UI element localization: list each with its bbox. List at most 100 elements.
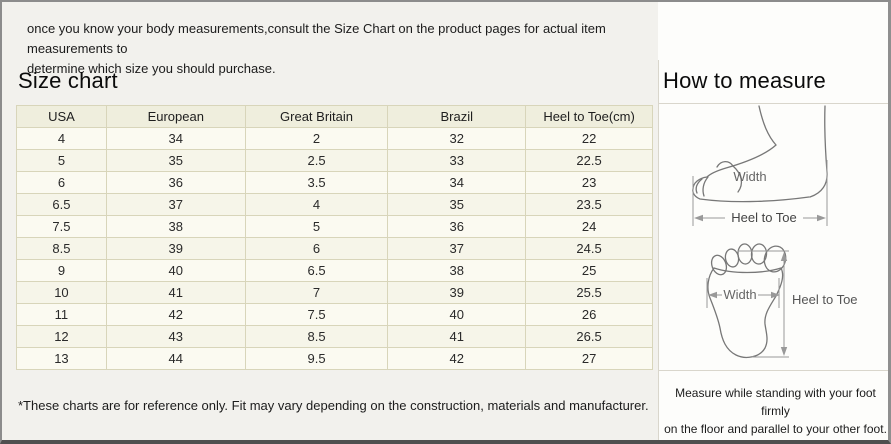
instruction-line: on the floor and parallel to your other …	[664, 422, 887, 436]
table-cell: 12	[16, 325, 107, 348]
table-cell: 23	[525, 171, 653, 194]
table-cell: 6	[16, 171, 107, 194]
table-cell: 37	[387, 237, 527, 260]
sole-width-label: Width	[723, 287, 756, 302]
table-row: 6 36 3.5 34 23	[16, 171, 653, 194]
table-cell: 2	[244, 127, 389, 150]
intro-line: once you know your body measurements,con…	[27, 21, 606, 57]
foot-sole-view-diagram: Width Heel to Toe	[706, 243, 858, 359]
table-row: 13 44 9.5 42 27	[16, 347, 653, 370]
side-width-label: Width	[733, 169, 766, 184]
table-cell: 3.5	[244, 171, 389, 194]
table-row: 10 41 7 39 25.5	[16, 281, 653, 304]
column-header: Brazil	[387, 105, 527, 128]
table-cell: 4	[244, 193, 389, 216]
instruction-line: Measure while standing with your foot fi…	[675, 386, 876, 418]
table-cell: 39	[105, 237, 246, 260]
reference-footnote: *These charts are for reference only. Fi…	[18, 398, 649, 413]
table-cell: 6.5	[16, 193, 107, 216]
table-cell: 35	[387, 193, 527, 216]
table-cell: 7.5	[244, 303, 389, 326]
table-cell: 13	[16, 347, 107, 370]
table-cell: 22.5	[525, 149, 653, 172]
table-cell: 44	[105, 347, 246, 370]
table-cell: 8.5	[244, 325, 389, 348]
table-cell: 24	[525, 215, 653, 238]
table-cell: 26.5	[525, 325, 653, 348]
table-cell: 38	[387, 259, 527, 282]
table-cell: 27	[525, 347, 653, 370]
table-cell: 41	[387, 325, 527, 348]
table-cell: 37	[105, 193, 246, 216]
table-cell: 35	[105, 149, 246, 172]
table-cell: 6	[244, 237, 389, 260]
table-cell: 25.5	[525, 281, 653, 304]
table-cell: 5	[16, 149, 107, 172]
column-header: Heel to Toe(cm)	[525, 105, 653, 128]
table-cell: 38	[105, 215, 246, 238]
table-cell: 34	[387, 171, 527, 194]
sole-dimension-lines	[706, 250, 789, 358]
intro-line: determine which size you should purchase…	[27, 61, 276, 77]
table-cell: 7.5	[16, 215, 107, 238]
section-divider-vertical	[658, 60, 659, 440]
table-cell: 8.5	[16, 237, 107, 260]
table-cell: 40	[105, 259, 246, 282]
arrowhead-right	[817, 214, 826, 222]
table-cell: 43	[105, 325, 246, 348]
table-cell: 4	[16, 127, 107, 150]
table-cell: 5	[244, 215, 389, 238]
column-header: Great Britain	[244, 105, 389, 128]
table-cell: 32	[387, 127, 527, 150]
table-cell: 36	[387, 215, 527, 238]
table-cell: 10	[16, 281, 107, 304]
table-row: 6.5 37 4 35 23.5	[16, 193, 653, 216]
vertical-arrowhead-top	[780, 252, 788, 261]
table-row: 8.5 39 6 37 24.5	[16, 237, 653, 260]
table-cell: 25	[525, 259, 653, 282]
intro-text: once you know your body measurements,con…	[27, 19, 667, 79]
measure-header-divider	[659, 103, 888, 104]
table-cell: 24.5	[525, 237, 653, 260]
table-cell: 2.5	[244, 149, 389, 172]
how-to-measure-title: How to measure	[663, 68, 826, 93]
size-chart-title: Size chart	[18, 68, 118, 93]
width-arrowhead-right	[771, 291, 780, 299]
table-cell: 41	[105, 281, 246, 304]
foot-side-view-diagram: Width Heel to Toe	[692, 105, 828, 226]
size-table: USA European Great Britain Brazil Heel to To…	[16, 105, 653, 370]
table-row: 5 35 2.5 33 22.5	[16, 149, 653, 172]
width-arrowhead-left	[708, 291, 717, 299]
table-cell: 42	[387, 347, 527, 370]
arrowhead-left	[694, 214, 703, 222]
table-row: 9 40 6.5 38 25	[16, 259, 653, 282]
foot-side-outline	[692, 105, 828, 203]
measure-footer-divider	[659, 370, 888, 371]
side-heel-to-toe-label: Heel to Toe	[731, 210, 797, 225]
table-cell: 26	[525, 303, 653, 326]
table-cell: 11	[16, 303, 107, 326]
table-cell: 36	[105, 171, 246, 194]
table-cell: 23.5	[525, 193, 653, 216]
table-cell: 34	[105, 127, 246, 150]
table-header-row: USA European Great Britain Brazil Heel to To…	[16, 105, 653, 128]
table-row: 12 43 8.5 41 26.5	[16, 325, 653, 348]
column-header: USA	[16, 105, 107, 128]
table-cell: 33	[387, 149, 527, 172]
table-cell: 39	[387, 281, 527, 304]
table-cell: 22	[525, 127, 653, 150]
footprint-outline	[707, 243, 787, 359]
table-cell: 9	[16, 259, 107, 282]
table-row: 4 34 2 32 22	[16, 127, 653, 150]
measure-instruction: Measure while standing with your foot fi…	[660, 384, 888, 438]
vertical-arrowhead-bottom	[780, 347, 788, 356]
table-cell: 42	[105, 303, 246, 326]
table-cell: 7	[244, 281, 389, 304]
table-row: 11 42 7.5 40 26	[16, 303, 653, 326]
table-cell: 6.5	[244, 259, 389, 282]
table-cell: 9.5	[244, 347, 389, 370]
sole-heel-to-toe-label: Heel to Toe	[792, 292, 858, 307]
column-header: European	[105, 105, 246, 128]
table-cell: 40	[387, 303, 527, 326]
